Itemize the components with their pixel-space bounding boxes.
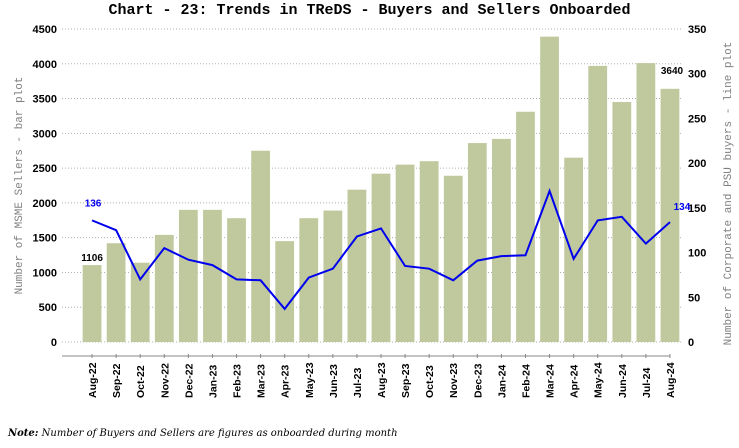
bar [203, 209, 222, 342]
y-tick-label: 3500 [33, 94, 57, 106]
x-tick-label: Sep-23 [400, 363, 412, 398]
bar [612, 102, 632, 343]
x-tick-label: Nov-22 [159, 363, 171, 398]
x-tick-label: Dec-22 [183, 363, 195, 398]
y2-tick-label: 0 [688, 337, 694, 349]
x-tick-label: Apr-24 [569, 365, 581, 398]
y-tick-label: 1000 [33, 267, 57, 279]
y2-tick-label: 250 [688, 113, 706, 125]
y2-tick-label: 300 [688, 69, 706, 81]
bar [492, 138, 511, 342]
y2-axis-title: Number of Corporate and PSU buyers - lin… [723, 42, 735, 346]
bar [178, 209, 198, 342]
bar [443, 175, 463, 342]
x-tick-label: May-24 [593, 362, 605, 398]
x-tick-label: Jul-23 [352, 367, 364, 398]
bar-data-label: 3640 [661, 66, 684, 77]
bar [371, 173, 391, 342]
x-tick-label: Oct-23 [424, 365, 436, 398]
y-tick-label: 0 [51, 337, 57, 349]
x-tick-label: Sep-22 [111, 363, 123, 398]
bar [395, 164, 415, 342]
bar-data-label: 1106 [81, 253, 103, 264]
y-axis-title: Number of MSME Sellers - bar plot [14, 77, 26, 295]
x-tick-label: May-23 [304, 362, 316, 398]
y2-tick-label: 50 [688, 292, 700, 304]
y2-tick-label: 350 [688, 24, 706, 36]
note-text: Number of Buyers and Sellers are figures… [38, 428, 398, 439]
y2-tick-label: 100 [688, 248, 706, 260]
y2-tick-label: 150 [688, 203, 706, 215]
x-tick-label: Aug-22 [87, 362, 99, 398]
x-tick-label: Jul-24 [641, 367, 653, 398]
x-tick-label: Mar-23 [256, 364, 268, 398]
y-tick-label: 3000 [33, 128, 57, 140]
y-tick-label: 4000 [33, 59, 57, 71]
x-tick-label: Mar-24 [545, 364, 557, 398]
line-data-label: 136 [85, 198, 102, 209]
bar [636, 63, 656, 343]
bar [299, 218, 319, 342]
note-label: Note: [8, 428, 39, 439]
x-tick-label: Nov-23 [448, 363, 460, 398]
bar [419, 161, 439, 342]
x-tick-label: Oct-22 [135, 365, 147, 398]
line-data-label: 134 [674, 202, 691, 213]
bar [130, 262, 150, 342]
y-tick-label: 2000 [33, 198, 57, 210]
bar [106, 243, 126, 342]
bar [154, 234, 174, 342]
bar [660, 88, 680, 342]
chart: 0 500 1000 1500 2000 2500 3000 3500 4000 4500 0 50 1… [14, 24, 735, 398]
x-tick-label: Jan-24 [496, 365, 508, 398]
x-tick-label: Feb-24 [520, 364, 532, 398]
y-tick-label: 500 [39, 302, 57, 314]
x-tick-label: Aug-23 [376, 362, 388, 398]
bar [347, 189, 367, 342]
x-tick-label: Dec-23 [472, 363, 484, 398]
y-tick-label: 1500 [33, 233, 57, 245]
y-tick-label: 4500 [33, 24, 57, 36]
bar [588, 65, 608, 342]
chart-title: Chart - 23: Trends in TReDS - Buyers and… [108, 2, 631, 19]
bar [275, 241, 295, 342]
x-tick-label: Feb-23 [232, 364, 244, 398]
y-tick-label: 2500 [33, 163, 57, 175]
y2-tick-label: 200 [688, 158, 706, 170]
bar [323, 210, 343, 342]
bar [516, 111, 535, 342]
bar [467, 143, 487, 342]
x-tick-label: Jun-24 [617, 364, 629, 398]
x-tick-label: Aug-24 [665, 362, 677, 398]
chart-note: Note: Number of Buyers and Sellers are f… [8, 428, 398, 439]
x-tick-label: Apr-23 [280, 365, 292, 398]
x-tick-label: Jun-23 [328, 364, 340, 398]
x-tick-label: Jan-23 [207, 365, 219, 398]
bar [564, 157, 584, 342]
bar [82, 265, 102, 342]
bar [251, 150, 270, 342]
